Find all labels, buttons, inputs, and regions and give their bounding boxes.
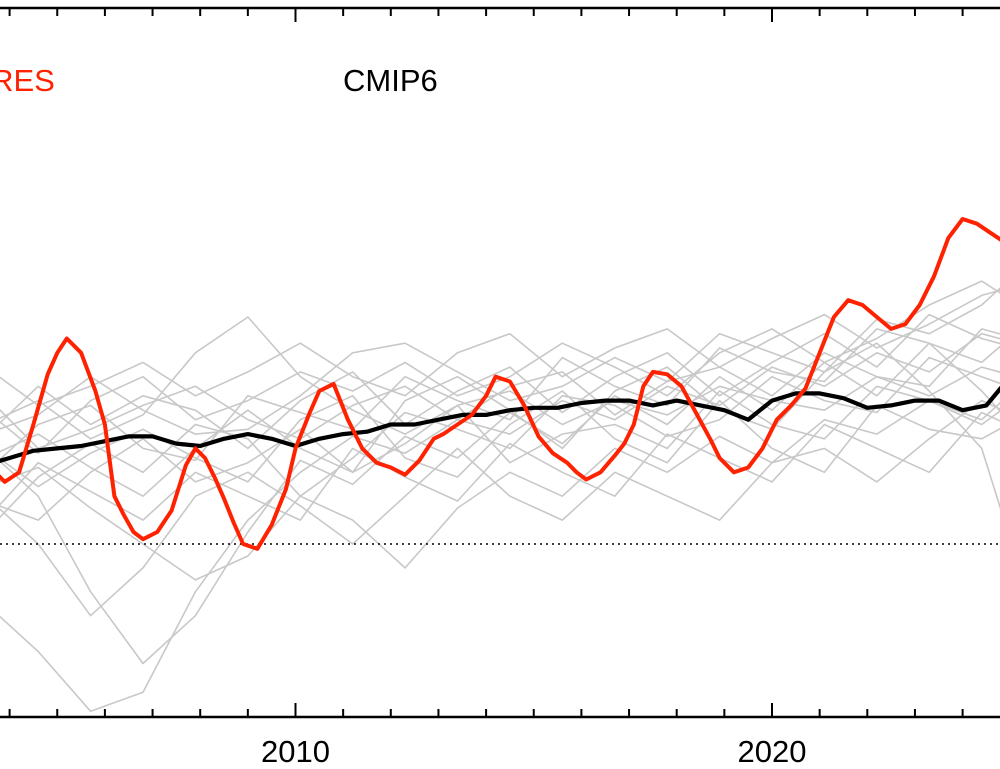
ensemble-member-line-8 bbox=[0, 342, 1000, 510]
chart-series bbox=[0, 217, 1000, 551]
ensemble-member-line-13 bbox=[0, 316, 1000, 440]
x-tick-label-2010: 2010 bbox=[261, 734, 330, 769]
chart-legend: CERES CMIP6 bbox=[0, 63, 438, 98]
ensemble-member-line-6 bbox=[0, 332, 1000, 713]
ensemble-member-line-14 bbox=[0, 390, 1000, 488]
ensemble-member-line-5 bbox=[0, 328, 1000, 450]
x-tick-label-2020: 2020 bbox=[738, 734, 807, 769]
ensemble-member-line-16 bbox=[0, 399, 1000, 617]
cmip6-series-line bbox=[0, 385, 1000, 464]
chart-axes: 2010 2020 bbox=[0, 6, 1000, 769]
ensemble-member-line-12 bbox=[0, 399, 1000, 581]
legend-label-cmip6: CMIP6 bbox=[343, 63, 438, 98]
ceres-series-line bbox=[0, 217, 1000, 551]
ensemble-member-line-7 bbox=[0, 342, 1000, 665]
ensemble-member-line-2 bbox=[0, 356, 1000, 519]
legend-label-ceres: CERES bbox=[0, 63, 55, 98]
ensemble-member-line-10 bbox=[0, 411, 1000, 521]
ensemble-member-line-15 bbox=[0, 287, 1000, 435]
ensemble-member-line-9 bbox=[0, 280, 1000, 454]
cmip6-ensemble-members bbox=[0, 280, 1000, 713]
